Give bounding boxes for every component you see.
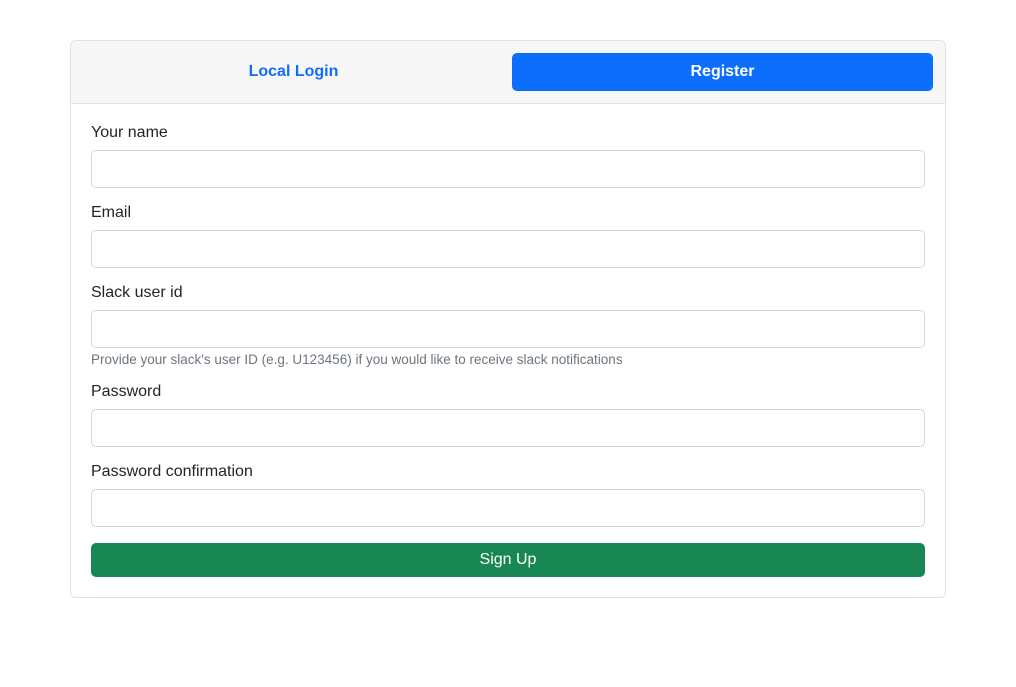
password-confirm-group: Password confirmation — [91, 463, 925, 527]
register-form: Your name Email Slack user id Provide yo… — [71, 104, 945, 597]
password-input[interactable] — [91, 409, 925, 447]
slack-label: Slack user id — [91, 284, 925, 302]
tab-local-login[interactable]: Local Login — [83, 53, 504, 91]
password-group: Password — [91, 383, 925, 447]
slack-input[interactable] — [91, 310, 925, 348]
sign-up-button[interactable]: Sign Up — [91, 543, 925, 577]
name-label: Your name — [91, 124, 925, 142]
slack-help-text: Provide your slack's user ID (e.g. U1234… — [91, 352, 925, 367]
tab-header: Local Login Register — [71, 41, 945, 104]
password-confirm-input[interactable] — [91, 489, 925, 527]
email-label: Email — [91, 204, 925, 222]
name-input[interactable] — [91, 150, 925, 188]
slack-group: Slack user id Provide your slack's user … — [91, 284, 925, 367]
auth-card: Local Login Register Your name Email Sla… — [70, 40, 946, 598]
email-input[interactable] — [91, 230, 925, 268]
email-group: Email — [91, 204, 925, 268]
name-group: Your name — [91, 124, 925, 188]
password-confirm-label: Password confirmation — [91, 463, 925, 481]
tab-register[interactable]: Register — [512, 53, 933, 91]
password-label: Password — [91, 383, 925, 401]
